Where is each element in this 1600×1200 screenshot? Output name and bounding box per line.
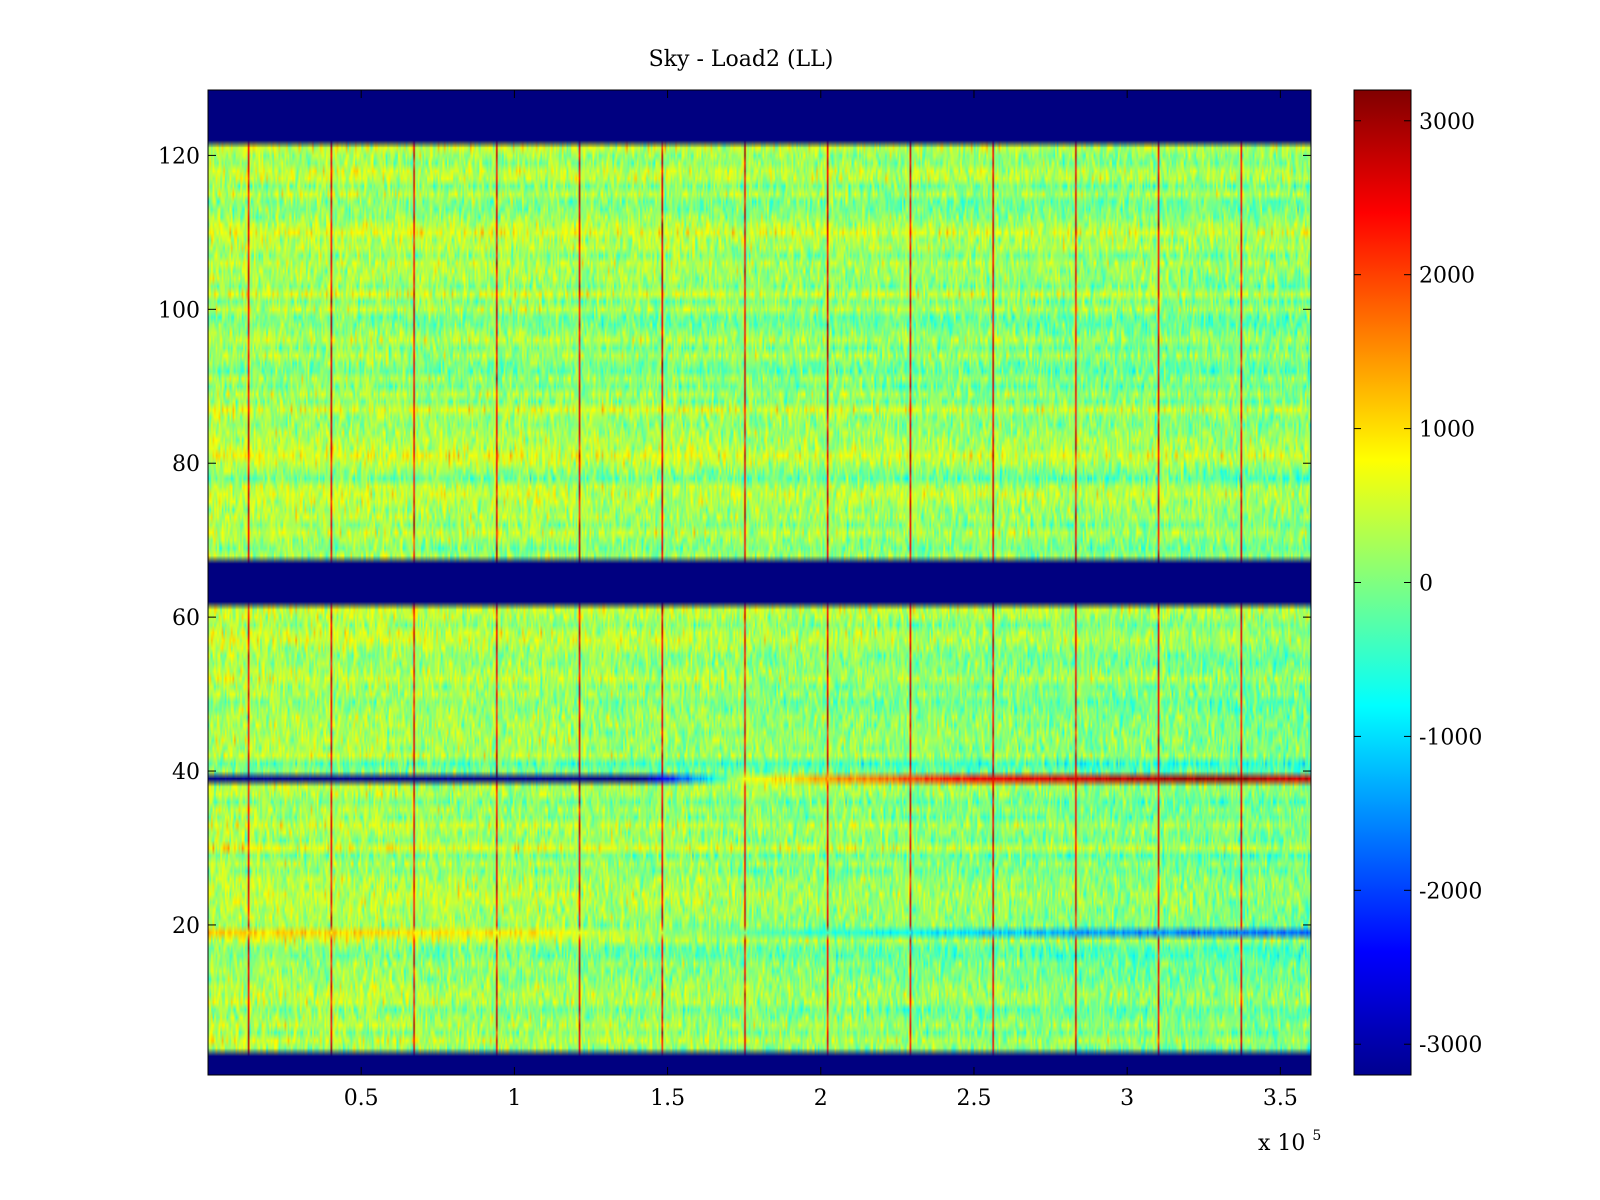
x-tick-label: 1 bbox=[507, 1086, 521, 1111]
plot-frame bbox=[207, 89, 1312, 1076]
colorbar-tick-label: -3000 bbox=[1419, 1033, 1482, 1058]
chart-title: Sky - Load2 (LL) bbox=[649, 47, 834, 72]
colorbar: 3000 2000 1000 0 -1000 -2000 -3000 bbox=[1353, 89, 1482, 1076]
colorbar-gradient bbox=[1353, 89, 1412, 1076]
y-tick-label: 80 bbox=[172, 452, 200, 477]
x-tick-label: 2 bbox=[814, 1086, 828, 1111]
x-multiplier-base: x 10 bbox=[1258, 1131, 1305, 1156]
colorbar-tick-label: 2000 bbox=[1419, 264, 1475, 289]
x-tick-label: 3 bbox=[1120, 1086, 1134, 1111]
x-tick-label: 3.5 bbox=[1263, 1086, 1298, 1111]
heatmap-image bbox=[208, 90, 1311, 1075]
y-tick-label: 40 bbox=[172, 760, 200, 785]
heatmap-plot-area bbox=[208, 90, 1311, 1075]
y-tick-label: 120 bbox=[158, 144, 200, 169]
x-axis: 0.5 1 1.5 2 2.5 3 3.5 bbox=[344, 90, 1298, 1111]
x-tick-label: 2.5 bbox=[956, 1086, 991, 1111]
x-multiplier-exponent: 5 bbox=[1312, 1128, 1321, 1144]
y-tick-label: 100 bbox=[158, 298, 200, 323]
colorbar-tick-label: 3000 bbox=[1419, 110, 1475, 135]
y-tick-label: 20 bbox=[172, 914, 200, 939]
x-tick-label: 1.5 bbox=[650, 1086, 685, 1111]
colorbar-ticks: 3000 2000 1000 0 -1000 -2000 -3000 bbox=[1354, 110, 1482, 1058]
y-tick-label: 60 bbox=[172, 606, 200, 631]
x-multiplier: x 10 5 bbox=[1258, 1128, 1321, 1156]
colorbar-tick-label: 1000 bbox=[1419, 418, 1475, 443]
colorbar-tick-label: -1000 bbox=[1419, 725, 1482, 750]
colorbar-tick-label: 0 bbox=[1419, 572, 1433, 597]
y-axis: 20 40 60 80 100 120 bbox=[158, 144, 1311, 939]
colorbar-tick-label: -2000 bbox=[1419, 879, 1482, 904]
x-tick-label: 0.5 bbox=[344, 1086, 379, 1111]
